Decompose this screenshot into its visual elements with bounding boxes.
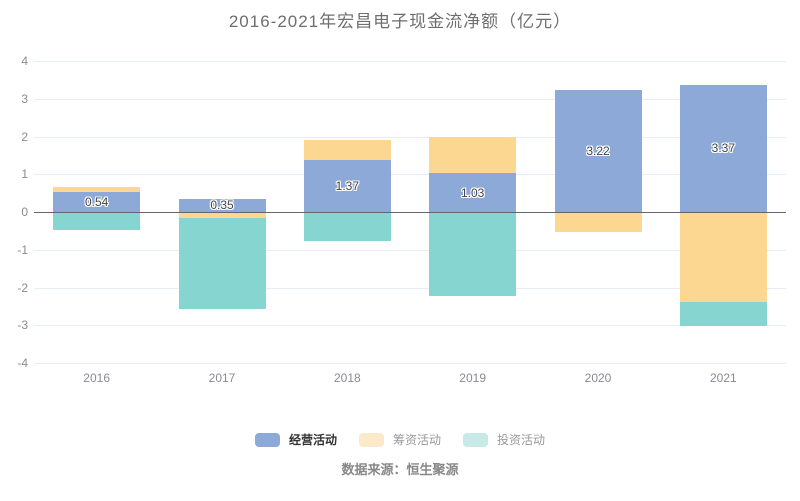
gridline [34,249,786,251]
bar-segment-筹资活动[interactable] [679,213,767,303]
data-source-label: 数据来源：恒生聚源 [341,462,459,477]
legend-label: 经营活动 [288,433,337,447]
legend-swatch-icon [254,432,280,447]
y-tick-label: -1 [17,242,28,257]
bar-segment-筹资活动[interactable] [53,186,141,192]
y-tick-label: -2 [17,280,28,295]
bar-segment-经营活动[interactable] [679,84,767,212]
legend-swatch-icon [358,432,384,447]
y-tick-label: 1 [21,167,28,182]
zero-line [34,212,786,213]
legend-label: 投资活动 [497,433,546,447]
bar-segment-经营活动[interactable] [429,173,517,212]
y-tick-label: -3 [17,318,28,333]
bar-segment-经营活动[interactable] [303,160,391,212]
x-tick-label: 2017 [208,371,236,385]
legend-item-筹资活动[interactable]: 筹资活动 [358,431,441,448]
y-tick-label: 2 [21,129,28,144]
gridline [34,61,786,62]
bar-segment-筹资活动[interactable] [429,136,517,174]
legend-item-经营活动[interactable]: 经营活动 [254,431,337,448]
x-tick-label: 2021 [709,371,737,385]
chart-title: 2016-2021年宏昌电子现金流净额（亿元） [228,12,572,31]
bar-segment-筹资活动[interactable] [554,213,642,232]
bar-segment-经营活动[interactable] [53,191,141,212]
gridline [34,287,786,289]
x-tick-label: 2016 [83,371,110,385]
bar-segment-投资活动[interactable] [303,213,391,241]
bar-value-label: 0.35 [210,198,234,213]
bar-segment-投资活动[interactable] [679,302,767,326]
y-tick-label: 3 [21,91,28,106]
legend-item-投资活动[interactable]: 投资活动 [463,431,545,448]
bar-value-label: 0.54 [84,194,109,209]
x-tick-label: 2020 [584,371,612,385]
x-tick-label: 2019 [459,371,486,385]
gridline [34,363,786,364]
bar-segment-投资活动[interactable] [53,213,141,230]
bar-segment-投资活动[interactable] [429,213,517,297]
x-tick-label: 2018 [333,371,361,385]
bar-segment-经营活动[interactable] [178,198,266,212]
gridline [34,136,786,138]
gridline [34,174,786,176]
bar-value-label: 3.37 [711,141,735,156]
gridline [34,98,786,100]
y-tick-label: 0 [21,205,28,219]
bar-segment-投资活动[interactable] [178,217,266,310]
gridline [34,325,786,327]
bar-value-label: 1.03 [460,185,485,200]
legend: 经营活动 筹资活动 投资活动 [0,431,800,448]
bar-value-label: 3.22 [586,144,610,159]
legend-label: 筹资活动 [392,433,441,447]
legend-swatch-icon [463,432,488,447]
bar-segment-筹资活动[interactable] [303,140,391,161]
bar-value-label: 1.37 [335,179,359,194]
y-tick-label: -4 [17,356,28,370]
bar-segment-经营活动[interactable] [554,90,642,212]
bar-segment-筹资活动[interactable] [178,213,266,218]
y-tick-label: 4 [21,54,28,68]
